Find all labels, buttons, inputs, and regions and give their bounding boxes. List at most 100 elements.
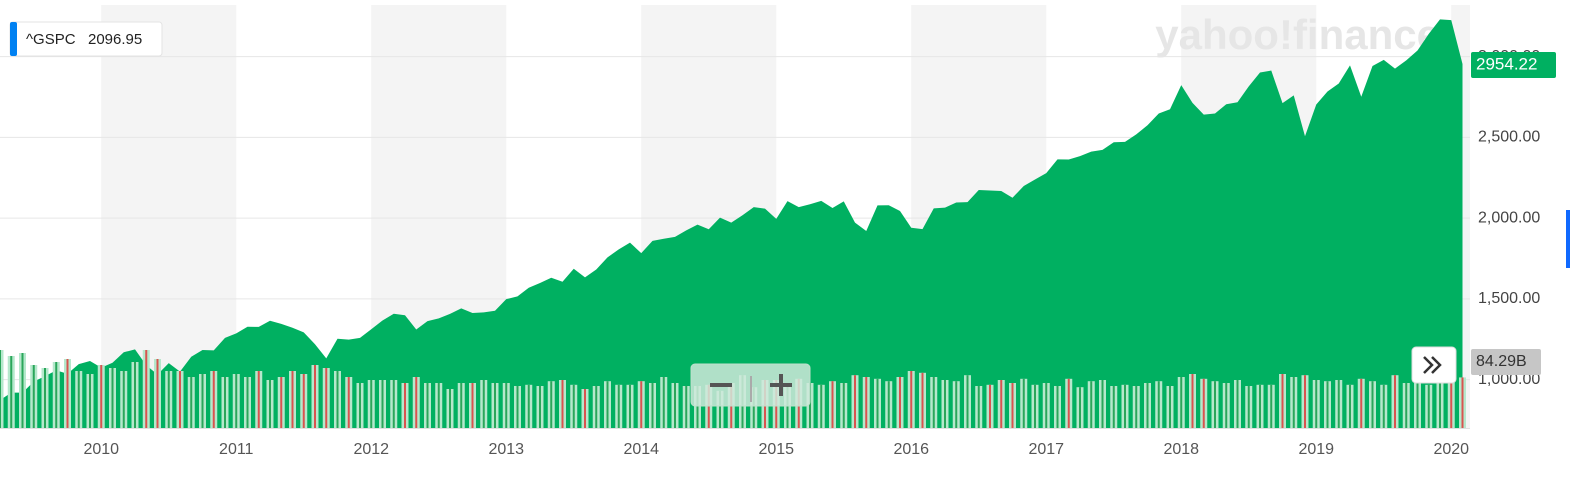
volume-bar-core [1191, 374, 1194, 428]
volume-bar-core [1079, 387, 1081, 428]
volume-bar-core [921, 372, 924, 428]
volume-bar-core [1022, 378, 1025, 428]
volume-bar-core [651, 383, 654, 428]
volume-bar-core [1281, 374, 1284, 428]
volume-bar-core [865, 377, 868, 428]
volume-bar-core [820, 384, 823, 428]
volume-bar-core [1214, 381, 1216, 428]
x-tick-label: 2014 [623, 441, 659, 458]
volume-bar-core [1034, 384, 1036, 428]
volume-bar-core [842, 383, 845, 428]
watermark: yahoo!finance [1155, 11, 1440, 58]
volume-bar-core [606, 381, 609, 428]
zoom-divider [750, 376, 752, 402]
volume-bar-core [291, 371, 294, 428]
volume-bar-core [1112, 386, 1115, 428]
volume-bar-core [437, 383, 440, 428]
volume-bar-core [1416, 381, 1419, 428]
volume-bar-core [190, 377, 193, 428]
x-tick-label: 2016 [893, 441, 929, 458]
volume-bar-core [1337, 380, 1340, 428]
volume-bar-core [426, 383, 429, 428]
volume-bar-core [55, 362, 58, 428]
volume-bar-core [111, 368, 114, 428]
volume-bar-core [662, 377, 665, 428]
volume-bar-core [32, 365, 35, 428]
y-tick-label: 2,500.00 [1478, 129, 1540, 146]
volume-bar-core [167, 371, 170, 428]
volume-bar-core [77, 371, 80, 428]
hover-symbol: ^GSPC [26, 31, 76, 48]
volume-bar-core [1304, 375, 1306, 428]
volume-bar-core [1225, 383, 1228, 428]
volume-bar-core [966, 375, 969, 428]
volume-bar-core [212, 371, 215, 428]
volume-bar-core [1135, 386, 1138, 428]
volume-bar-core [381, 380, 384, 428]
volume-bar-core [1360, 378, 1363, 428]
volume-bar-core [719, 390, 721, 428]
volume-bar-core [325, 368, 328, 428]
volume-bar-core [1180, 377, 1183, 428]
x-tick-label: 2019 [1298, 441, 1334, 458]
volume-bar-core [955, 381, 958, 428]
volume-bar-core [156, 359, 159, 428]
volume-bar-core [809, 383, 811, 428]
scroll-icon[interactable] [1423, 356, 1442, 374]
volume-bar-core [595, 386, 598, 428]
volume-bar-core [370, 380, 373, 428]
volume-bar-core [527, 384, 530, 428]
volume-bar-core [1450, 375, 1453, 428]
volume-bar-core [1124, 384, 1126, 428]
volume-bar-core [471, 383, 474, 428]
volume-bar-core [584, 389, 586, 428]
volume-bar-core [1371, 381, 1374, 428]
volume-bar-core [1394, 375, 1396, 428]
volume-bar-core [122, 371, 125, 428]
volume-bar-core [1056, 386, 1059, 428]
volume-bar-core [1382, 384, 1385, 428]
volume-bar-core [1292, 377, 1295, 428]
x-tick-label: 2017 [1028, 441, 1064, 458]
zoom-control[interactable] [690, 363, 811, 407]
volume-bar-core [21, 353, 24, 428]
volume-bar-core [347, 377, 350, 428]
volume-bar-core [336, 371, 339, 428]
volume-badge [1471, 349, 1541, 375]
volume-layer [0, 350, 1466, 428]
scroll-box[interactable] [1411, 346, 1457, 384]
volume-bar-core [831, 381, 834, 428]
volume-bar-core [617, 384, 620, 428]
scroll-button[interactable] [1411, 346, 1457, 384]
volume-bar-core [269, 380, 271, 428]
volume-bar-core [1202, 378, 1205, 428]
y-tick-label: 1,000.00 [1478, 371, 1540, 388]
volume-bar-core [460, 383, 463, 428]
volume-bar-core [392, 380, 395, 428]
volume-bar-core [1315, 380, 1318, 428]
volume-bar-core [66, 359, 69, 428]
volume-bar-core [989, 384, 991, 428]
price-label: 2954.22 [1476, 54, 1537, 73]
volume-bar-core [550, 381, 553, 428]
volume-bar-core [201, 374, 204, 428]
volume-bar [0, 350, 4, 428]
volume-bar-core [314, 365, 316, 428]
volume-bar-core [629, 384, 631, 428]
x-tick-label: 2012 [353, 441, 389, 458]
zoom-out-icon[interactable] [710, 383, 732, 387]
volume-bar-core [977, 386, 980, 428]
hover-value: 2096.95 [88, 31, 142, 48]
volume-bar-core [1146, 383, 1149, 428]
volume-bar-core [44, 368, 46, 428]
volume-bar-core [505, 383, 508, 428]
volume-bar-core [100, 365, 103, 428]
volume-bar-core [145, 350, 148, 428]
volume-bar-core [1326, 381, 1329, 428]
zoom-in-icon[interactable] [779, 374, 783, 396]
volume-bar-core [1169, 386, 1171, 428]
volume-bar-core [449, 389, 451, 428]
volume-bar-core [932, 377, 935, 428]
volume-bar-core [359, 383, 361, 428]
volume-bar-core [674, 383, 676, 428]
